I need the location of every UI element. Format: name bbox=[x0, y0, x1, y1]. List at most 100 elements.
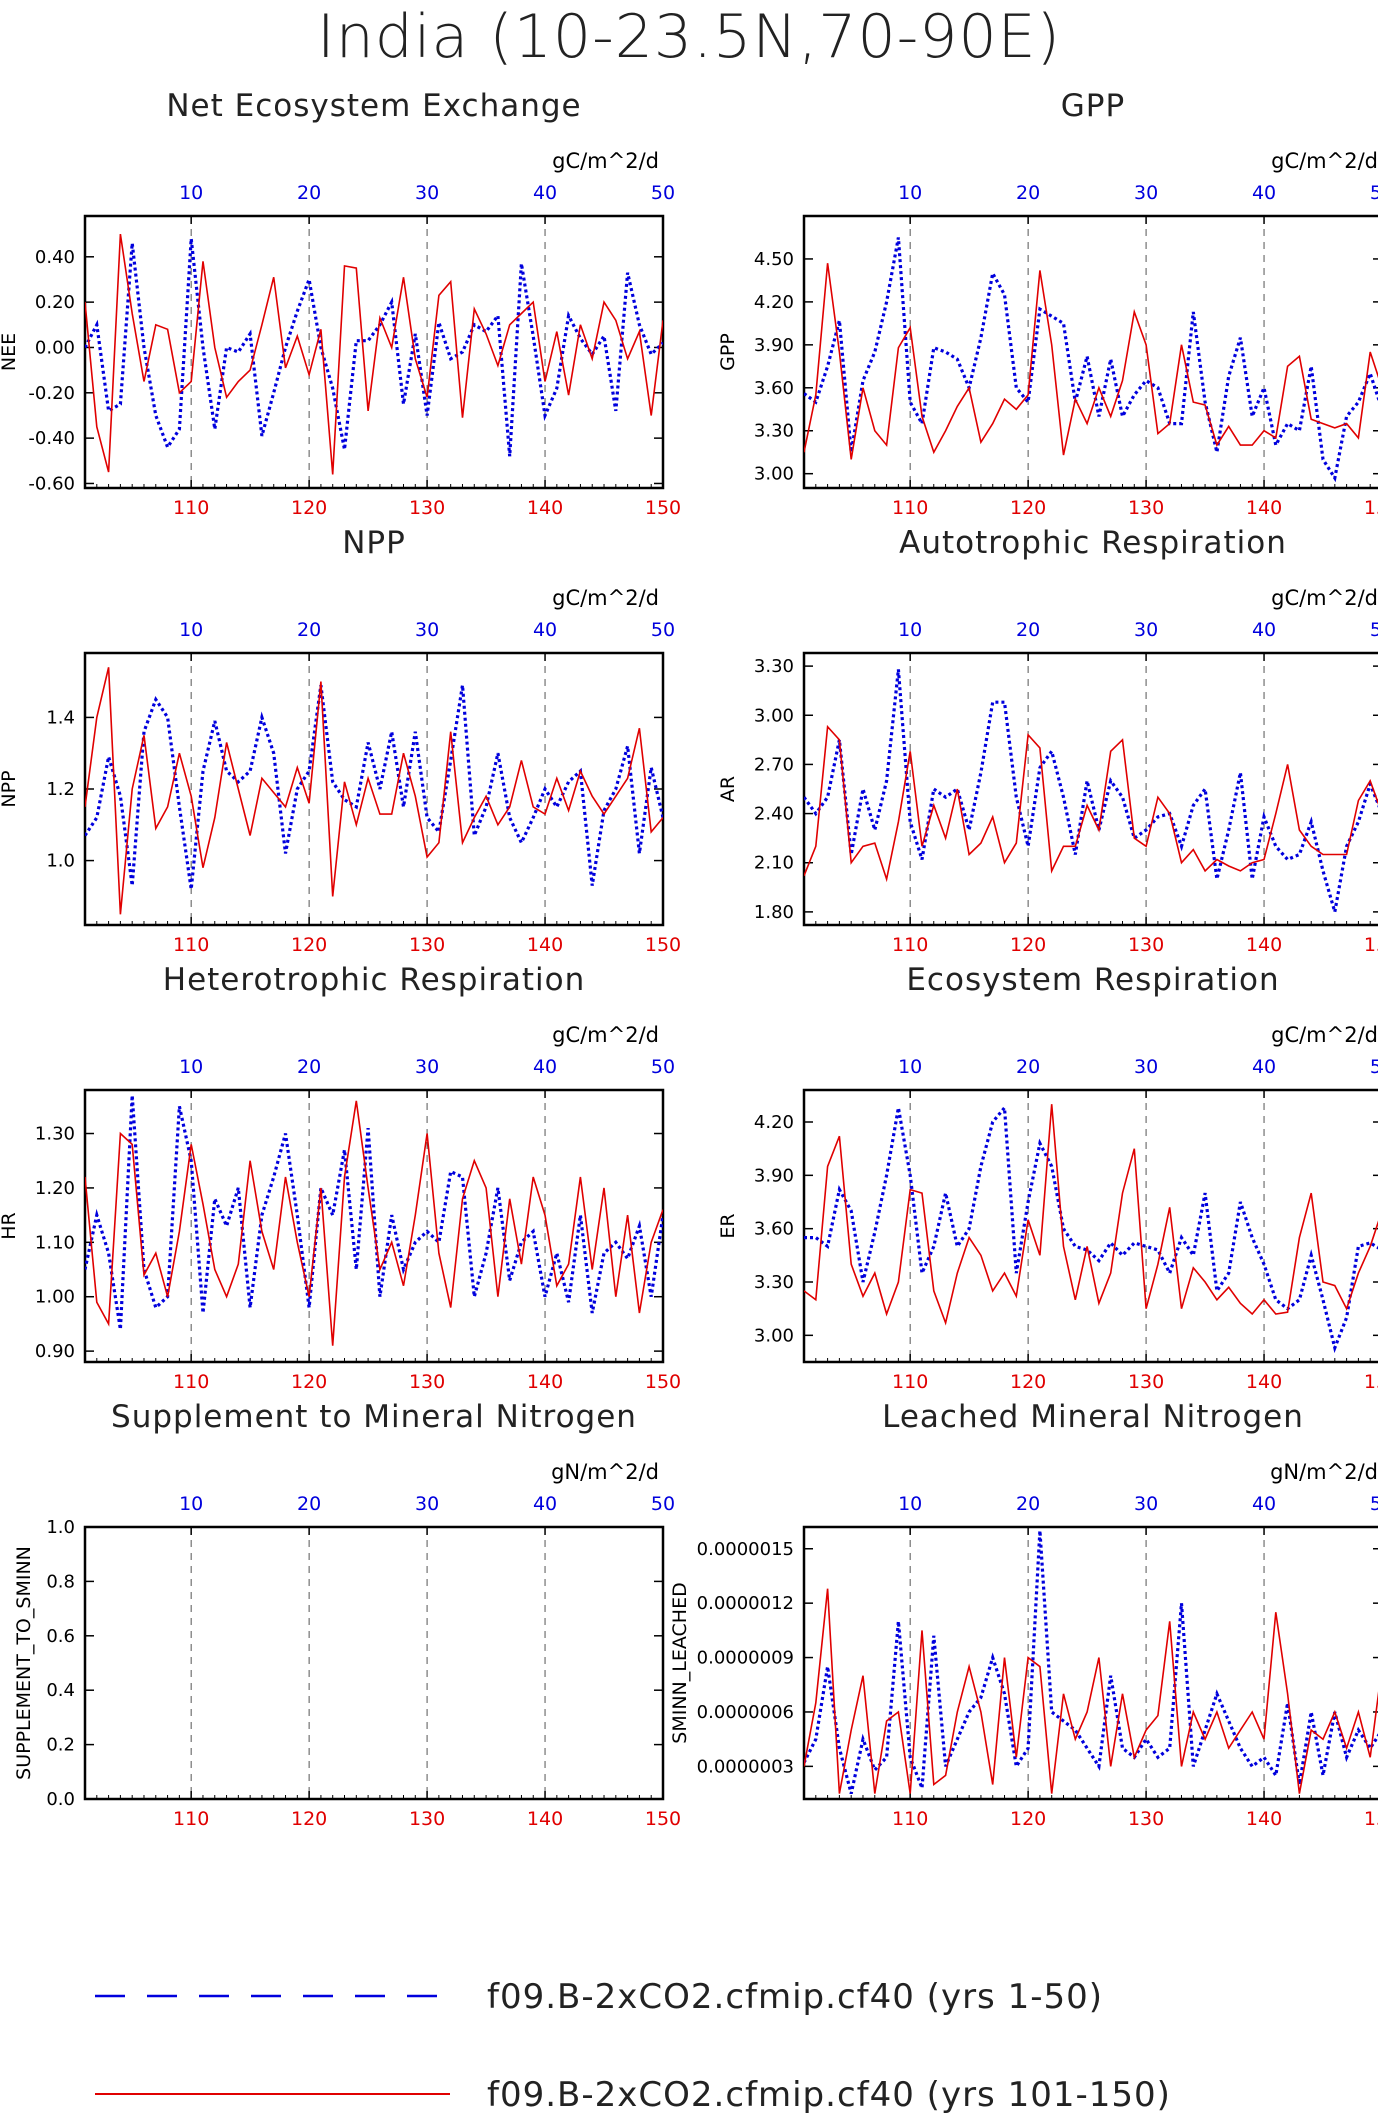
y-tick-label: 0.2 bbox=[46, 1735, 75, 1756]
units-label: gN/m^2/d bbox=[551, 1460, 659, 1484]
y-tick-label: 1.20 bbox=[35, 1178, 75, 1199]
x-tick-label-top: 50 bbox=[651, 1056, 675, 1078]
x-tick-label-bottom: 110 bbox=[173, 934, 209, 956]
x-tick-label-top: 30 bbox=[415, 1056, 439, 1078]
x-tick-label-top: 30 bbox=[1134, 619, 1158, 641]
panels-grid: Net Ecosystem Exchange gC/m^2/d 110 120 130 1… bbox=[0, 88, 1378, 1830]
x-tick-label-top: 50 bbox=[1370, 619, 1378, 641]
series-line-yrs-1-50 bbox=[85, 1095, 663, 1330]
x-tick-label-bottom: 110 bbox=[892, 1808, 928, 1830]
x-tick-label-bottom: 130 bbox=[1128, 934, 1164, 956]
x-tick-label-top: 50 bbox=[651, 182, 675, 204]
x-tick-label-top: 20 bbox=[1016, 1056, 1040, 1078]
y-tick-label: 3.90 bbox=[754, 1165, 794, 1186]
x-tick-label-bottom: 150 bbox=[645, 497, 681, 519]
x-tick-label-top: 30 bbox=[1134, 1493, 1158, 1515]
x-tick-label-bottom: 130 bbox=[409, 934, 445, 956]
units-label: gC/m^2/d bbox=[552, 149, 659, 173]
y-tick-label: 3.60 bbox=[754, 378, 794, 399]
x-tick-label-top: 40 bbox=[1252, 182, 1276, 204]
panel-title: Net Ecosystem Exchange bbox=[166, 88, 581, 124]
y-tick-label: 0.0 bbox=[46, 1789, 75, 1810]
x-tick-label-bottom: 120 bbox=[1010, 1371, 1046, 1393]
x-tick-label-bottom: 150 bbox=[645, 1808, 681, 1830]
x-tick-label-bottom: 150 bbox=[645, 934, 681, 956]
y-tick-label: 1.00 bbox=[35, 1287, 75, 1308]
y-tick-label: 3.90 bbox=[754, 335, 794, 356]
legend-label-blue: f09.B-2xCO2.cfmip.cf40 (yrs 1-50) bbox=[487, 1977, 1103, 2017]
series-line-yrs-1-50 bbox=[804, 1530, 1378, 1795]
y-axis-label: GPP bbox=[717, 333, 739, 371]
plot-frame bbox=[802, 214, 1378, 490]
x-tick-label-top: 20 bbox=[1016, 1493, 1040, 1515]
x-tick-label-top: 10 bbox=[179, 1493, 203, 1515]
y-tick-label: 1.4 bbox=[46, 707, 75, 728]
x-tick-label-top: 10 bbox=[898, 1056, 922, 1078]
y-tick-label: 1.30 bbox=[35, 1124, 75, 1145]
y-tick-label: 1.10 bbox=[35, 1232, 75, 1253]
series-line-yrs-1-50 bbox=[804, 237, 1378, 483]
y-tick-label: 3.00 bbox=[754, 705, 794, 726]
plot-frame bbox=[802, 1525, 1378, 1801]
y-axis-label: NPP bbox=[0, 770, 20, 807]
x-tick-label-top: 40 bbox=[533, 1056, 557, 1078]
x-tick-label-top: 50 bbox=[1370, 182, 1378, 204]
x-tick-label-bottom: 140 bbox=[1246, 934, 1282, 956]
plot-frame bbox=[83, 1525, 665, 1801]
x-tick-label-bottom: 130 bbox=[409, 497, 445, 519]
units-label: gN/m^2/d bbox=[1270, 1460, 1378, 1484]
x-tick-label-bottom: 130 bbox=[1128, 1371, 1164, 1393]
x-tick-label-top: 10 bbox=[179, 1056, 203, 1078]
series-line-yrs-101-150 bbox=[804, 724, 1378, 883]
x-tick-label-bottom: 140 bbox=[1246, 497, 1282, 519]
x-tick-label-bottom: 110 bbox=[173, 497, 209, 519]
y-tick-label: 4.50 bbox=[754, 249, 794, 270]
y-tick-label: 0.0000003 bbox=[697, 1756, 794, 1777]
panel-title: Ecosystem Respiration bbox=[906, 962, 1279, 998]
x-tick-label-top: 50 bbox=[1370, 1493, 1378, 1515]
series-line-yrs-1-50 bbox=[804, 669, 1378, 913]
x-tick-label-bottom: 120 bbox=[291, 497, 327, 519]
y-tick-label: 1.0 bbox=[46, 1517, 75, 1538]
figure-title: India (10-23.5N,70-90E) bbox=[317, 2, 1061, 72]
series-line-yrs-101-150 bbox=[85, 667, 663, 915]
y-axis-label: ER bbox=[717, 1213, 739, 1238]
series-line-yrs-101-150 bbox=[804, 1104, 1378, 1326]
x-tick-label-bottom: 130 bbox=[1128, 1808, 1164, 1830]
y-tick-label: 3.60 bbox=[754, 1219, 794, 1240]
series-line-yrs-101-150 bbox=[85, 1100, 663, 1346]
x-tick-label-top: 50 bbox=[651, 619, 675, 641]
x-tick-label-top: 30 bbox=[1134, 1056, 1158, 1078]
y-axis-label: HR bbox=[0, 1212, 20, 1240]
plot-frame bbox=[802, 651, 1378, 927]
x-tick-label-bottom: 150 bbox=[1364, 934, 1378, 956]
y-tick-label: 0.0000009 bbox=[697, 1648, 794, 1669]
panel-title: Supplement to Mineral Nitrogen bbox=[111, 1399, 637, 1435]
x-tick-label-bottom: 110 bbox=[173, 1808, 209, 1830]
x-tick-label-top: 20 bbox=[297, 619, 321, 641]
x-tick-label-top: 40 bbox=[1252, 1493, 1276, 1515]
x-tick-label-top: 10 bbox=[179, 619, 203, 641]
y-tick-label: 0.8 bbox=[46, 1571, 75, 1592]
x-tick-label-bottom: 110 bbox=[892, 497, 928, 519]
x-tick-label-bottom: 120 bbox=[1010, 934, 1046, 956]
y-tick-label: 0.40 bbox=[35, 247, 75, 268]
y-tick-label: 3.00 bbox=[754, 1325, 794, 1346]
y-axis-label: NEE bbox=[0, 333, 20, 371]
series-line-yrs-1-50 bbox=[85, 684, 663, 890]
x-tick-label-bottom: 150 bbox=[1364, 1371, 1378, 1393]
y-tick-label: 3.30 bbox=[754, 1272, 794, 1293]
x-tick-label-top: 40 bbox=[1252, 1056, 1276, 1078]
x-tick-label-top: 10 bbox=[898, 182, 922, 204]
series-line-yrs-101-150 bbox=[804, 1588, 1378, 1794]
y-tick-label: 3.00 bbox=[754, 464, 794, 485]
x-tick-label-top: 20 bbox=[1016, 619, 1040, 641]
y-tick-label: 2.40 bbox=[754, 804, 794, 825]
x-tick-label-bottom: 110 bbox=[892, 1371, 928, 1393]
plot-frame bbox=[802, 1088, 1378, 1364]
y-tick-label: 3.30 bbox=[754, 421, 794, 442]
units-label: gC/m^2/d bbox=[1271, 586, 1378, 610]
x-tick-label-top: 50 bbox=[651, 1493, 675, 1515]
x-tick-label-bottom: 150 bbox=[645, 1371, 681, 1393]
panel-title: Leached Mineral Nitrogen bbox=[882, 1399, 1304, 1435]
